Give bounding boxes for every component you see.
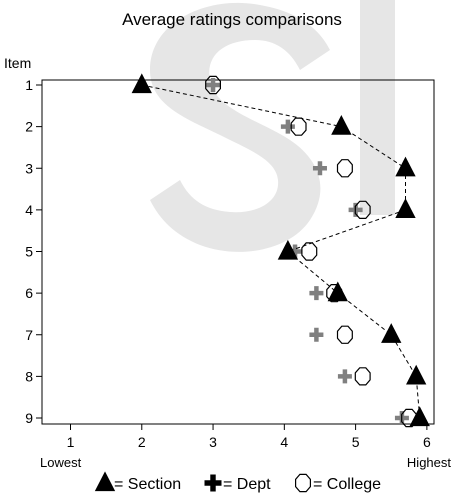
legend-item-dept: = Dept xyxy=(204,474,271,493)
triangle-point xyxy=(395,198,416,219)
octagon-point xyxy=(301,242,318,261)
plus-point xyxy=(206,78,221,92)
legend-plus-shape xyxy=(204,474,222,492)
y-axis: 1 2 3 4 5 6 7 8 9 xyxy=(25,77,42,426)
x-tick-label: 1 xyxy=(67,434,75,450)
series-section xyxy=(131,73,430,427)
y-tick-label: 8 xyxy=(25,368,33,384)
legend-triangle-icon xyxy=(94,471,116,492)
triangle-point xyxy=(381,323,402,343)
triangle-point xyxy=(395,156,416,177)
octagon-point xyxy=(205,75,221,95)
x-tick-label: 6 xyxy=(423,434,431,450)
y-tick-label: 9 xyxy=(25,410,33,426)
y-tick-label: 7 xyxy=(25,327,33,343)
y-tick-label: 6 xyxy=(25,285,33,301)
octagon-point xyxy=(354,367,371,386)
legend-item-section: = Section xyxy=(94,471,181,493)
octagon-point xyxy=(354,200,371,219)
series-college xyxy=(205,75,417,428)
x-tick-label: 2 xyxy=(138,434,146,450)
legend-item-college: = College xyxy=(295,473,381,493)
legend-octagon-icon xyxy=(295,473,311,493)
y-tick-label: 3 xyxy=(25,160,33,176)
y-tick-label: 5 xyxy=(25,244,33,260)
triangle-point xyxy=(131,73,152,94)
plus-point xyxy=(337,369,352,384)
octagon-point xyxy=(290,117,307,136)
x-tick-label: 5 xyxy=(352,434,360,450)
series-layer xyxy=(131,73,430,428)
triangle-point xyxy=(327,281,348,302)
plus-point xyxy=(309,286,324,301)
triangle-point xyxy=(277,239,299,260)
plus-point xyxy=(288,244,303,259)
x-label-highest: Highest xyxy=(407,455,451,470)
octagon-point xyxy=(336,159,353,178)
octagon-point xyxy=(336,325,353,344)
x-tick-label: 3 xyxy=(209,434,217,450)
octagon-point xyxy=(401,408,417,428)
y-tick-label: 1 xyxy=(25,77,33,93)
triangle-point xyxy=(409,406,430,427)
plus-point xyxy=(309,327,324,342)
x-axis: 1 2 3 4 5 6 xyxy=(67,424,431,450)
x-label-lowest: Lowest xyxy=(40,455,82,470)
legend-triangle-shape xyxy=(94,471,116,492)
plus-point xyxy=(312,161,327,176)
triangle-point xyxy=(331,114,352,135)
triangle-point xyxy=(406,364,427,385)
y-tick-label: 4 xyxy=(25,202,33,218)
watermark xyxy=(150,0,395,252)
y-tick-label: 2 xyxy=(25,119,33,135)
legend-label-college: = College xyxy=(313,476,381,493)
legend-label-section: = Section xyxy=(114,476,181,493)
chart-title: Average ratings comparisons xyxy=(122,10,342,29)
plus-point xyxy=(280,119,295,134)
legend: = Section = Dept = College xyxy=(94,471,381,493)
series-line xyxy=(141,84,421,419)
y-axis-label: Item xyxy=(4,55,31,71)
legend-octagon-shape xyxy=(295,473,311,493)
x-tick-label: 4 xyxy=(280,434,288,450)
legend-plus-icon xyxy=(204,474,222,492)
legend-label-dept: = Dept xyxy=(223,476,271,493)
